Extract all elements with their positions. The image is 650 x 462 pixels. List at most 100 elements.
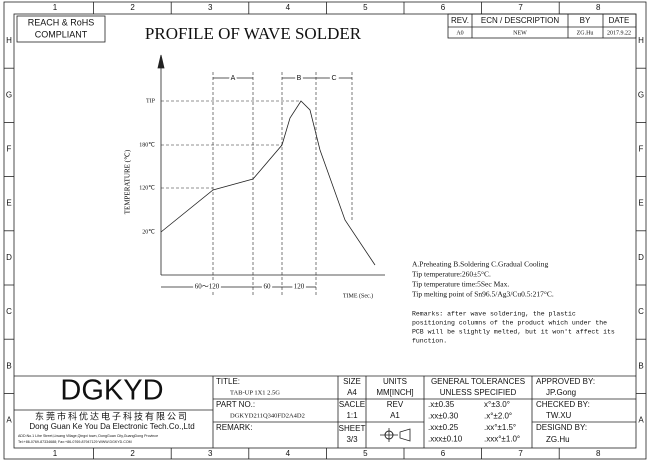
tolerance: .xx±0.30 <box>428 412 459 421</box>
compliance: COMPLIANT <box>35 29 88 39</box>
label: CHECKED BY: <box>536 400 590 409</box>
label: UNLESS SPECIFIED <box>440 388 517 397</box>
span: 120 <box>294 283 305 291</box>
logo: DGKYD <box>60 375 163 407</box>
label: APPROVED BY: <box>536 377 595 386</box>
rev-cell: 2017.9.22 <box>607 30 631 36</box>
y-label: TIP <box>146 98 156 104</box>
title-block: DGKYD 东莞市科优达电子科技有限公司 Dong Guan Ke You Da… <box>14 375 636 448</box>
label: REV <box>387 400 404 409</box>
value: TW.XU <box>546 411 572 420</box>
company-cn: 东莞市科优达电子科技有限公司 <box>35 410 189 421</box>
column-label: 2 <box>130 449 135 458</box>
rev-box <box>447 13 637 39</box>
company-en: Dong Guan Ke You Da Electronic Tech.Co.,… <box>29 422 194 431</box>
note: Tip temperature time:5Sec Max. <box>412 280 509 289</box>
value: JP.Gong <box>546 388 576 397</box>
value: TAB-UP 1X1 2.5G <box>230 389 280 396</box>
row-label: F <box>639 145 644 154</box>
y-title: TEMPERATURE (℃) <box>124 149 132 214</box>
row-label: G <box>6 90 12 99</box>
column-label: 6 <box>441 449 446 458</box>
row-label: D <box>6 253 12 262</box>
column-label: 3 <box>208 449 213 458</box>
rev-header: DATE <box>609 16 630 25</box>
label: UNITS <box>383 377 407 386</box>
row-label: C <box>6 307 12 316</box>
compliance-box <box>16 15 106 43</box>
column-label: 3 <box>208 3 213 12</box>
row-label: B <box>638 361 643 370</box>
row-label: H <box>6 36 12 45</box>
label: TITLE: <box>216 377 240 386</box>
column-label: 8 <box>596 3 601 12</box>
tolerance: .xx°±1.5° <box>484 423 516 432</box>
label: DESIGND BY: <box>536 423 587 432</box>
tolerance: .x°±2.0° <box>484 412 512 421</box>
label: SACLE <box>339 400 365 409</box>
column-label: 6 <box>441 3 446 12</box>
column-label: 5 <box>363 3 368 12</box>
remark: PCB will be slightly melted, but it won'… <box>412 329 615 336</box>
zone: C <box>331 75 336 82</box>
column-label: 1 <box>53 3 58 12</box>
title: PROFILE OF WAVE SOLDER <box>145 24 362 43</box>
row-label: B <box>6 361 11 370</box>
rev-header: BY <box>580 16 591 25</box>
column-label: 2 <box>130 3 135 12</box>
column-label: 4 <box>286 3 291 12</box>
tolerance: .xxx±0.10 <box>428 435 463 444</box>
tolerances: .x±0.35 x°±3.0° .xx±0.30 .x°±2.0° .xx±0.25 .x… <box>428 400 520 444</box>
row-label: E <box>6 199 11 208</box>
note: Tip melting point of Sn96.5/Ag3/Cu0.5:21… <box>412 290 554 299</box>
profile: A B C 60～120 60 120 TIP 180℃ 120℃ 20℃ TE… <box>124 54 385 299</box>
note: A.Preheating B.Soldering C.Gradual Cooli… <box>412 260 548 269</box>
value: 1:1 <box>346 411 358 420</box>
rev-header: REV. <box>451 16 469 25</box>
row-label: G <box>638 90 644 99</box>
span: 60～120 <box>195 283 220 291</box>
label: SIZE <box>343 377 361 386</box>
column-label: 7 <box>518 3 523 12</box>
column-label: 7 <box>518 449 523 458</box>
label: SHEET <box>339 424 366 433</box>
remark: function. <box>412 338 447 345</box>
row-label: D <box>638 253 644 262</box>
y-label: 180℃ <box>139 142 155 148</box>
zone: B <box>297 75 302 82</box>
column-label: 4 <box>286 449 291 458</box>
projection-symbol <box>380 428 411 442</box>
tolerance: .xxx°±1.0° <box>484 435 520 444</box>
value: A4 <box>347 388 357 397</box>
tolerance: .xx±0.25 <box>428 423 459 432</box>
rev-header: ECN / DESCRIPTION <box>481 16 559 25</box>
zone: A <box>231 75 236 82</box>
notes: A.Preheating B.Soldering C.Gradual Cooli… <box>412 260 554 299</box>
row-label: H <box>638 36 644 45</box>
row-label: F <box>7 145 12 154</box>
remark: Remarks: after wave soldering, the plast… <box>412 311 576 318</box>
value: DGKYD211Q340FD2A4D2 <box>230 412 305 419</box>
rev-cell: NEW <box>513 30 527 36</box>
label: GENERAL TOLERANCES <box>431 377 525 386</box>
remark: positioning columns of the product which… <box>412 320 607 327</box>
column-label: 1 <box>53 449 58 458</box>
tolerance: x°±3.0° <box>484 400 510 409</box>
arrow <box>157 54 165 69</box>
note: Tip temperature:260±5°C. <box>412 270 491 279</box>
tolerance: .x±0.35 <box>428 400 455 409</box>
y-label: 20℃ <box>142 229 155 235</box>
y-label: 120℃ <box>139 185 155 191</box>
compliance: REACH & RoHS <box>28 17 95 27</box>
value: 3/3 <box>346 435 358 444</box>
value: ZG.Hu <box>546 435 570 444</box>
rev-cell: A0 <box>456 30 463 36</box>
row-label: E <box>638 199 643 208</box>
column-label: 5 <box>363 449 368 458</box>
span: 60 <box>264 283 272 291</box>
revision-table: REV. ECN / DESCRIPTION BY DATE A0 NEW ZG… <box>447 13 637 39</box>
profile-curve <box>160 100 376 266</box>
row-label: A <box>638 416 644 425</box>
row-label: A <box>6 416 12 425</box>
